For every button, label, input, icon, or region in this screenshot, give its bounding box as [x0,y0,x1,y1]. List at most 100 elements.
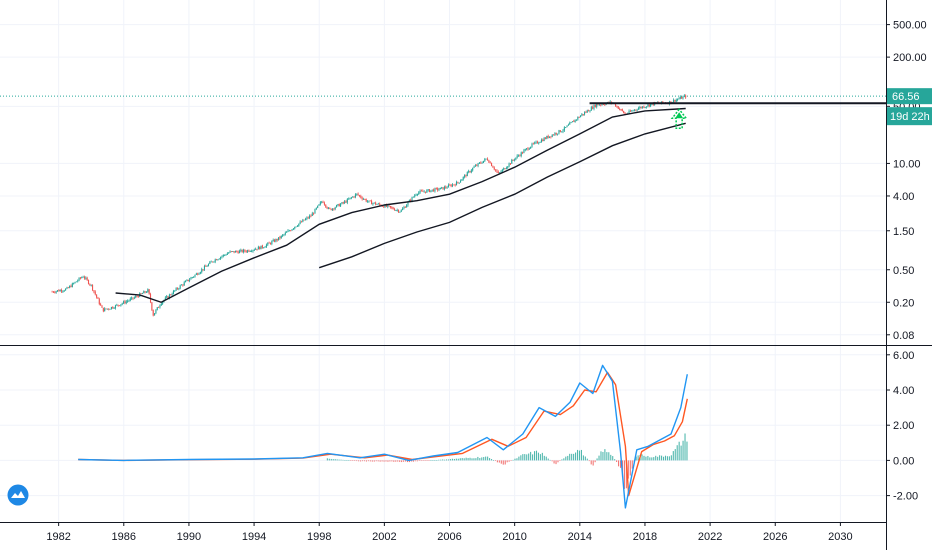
candle [112,306,114,309]
histogram-bar [455,458,457,461]
candle [292,228,294,230]
price-pane[interactable] [0,94,886,317]
candle [464,175,466,177]
histogram-bar [449,459,452,461]
candle [579,115,582,118]
candle [229,251,231,253]
candle [109,308,111,310]
histogram-bar [451,458,453,461]
candle [569,122,571,125]
candle [361,197,363,200]
histogram-bar [516,458,518,461]
histogram-bar [602,451,604,461]
macd-pane[interactable] [78,364,688,509]
histogram-bar [637,455,639,461]
candle [296,225,299,227]
candle [216,259,218,261]
histogram-bar [643,455,645,461]
candle [236,251,238,252]
candle [185,280,187,283]
histogram-bar [539,454,541,461]
candle [520,152,522,156]
histogram-bar [430,460,432,461]
candle [633,109,635,111]
candle [335,205,338,208]
histogram-bar [412,460,414,462]
histogram-bar [559,460,561,461]
histogram-bar [367,460,369,462]
candle [619,108,621,110]
candle [540,139,542,143]
candle [492,166,494,168]
histogram-bar [616,460,618,462]
candle [517,155,520,157]
candle [365,199,367,202]
histogram-bar [514,458,516,461]
candle [388,205,390,207]
candle [55,291,57,293]
histogram-bar [496,460,498,463]
candle [538,142,540,144]
candle [342,202,344,204]
candle [323,202,325,205]
candle [509,163,511,165]
candle [504,168,506,170]
histogram-bar [666,456,668,461]
candle [141,293,143,295]
histogram-bar [492,460,495,461]
histogram-bar [618,460,620,467]
candle [395,210,397,211]
candle [314,208,316,214]
candle [462,176,464,180]
candle [539,142,541,143]
histogram-bar [498,460,500,463]
candle [621,109,623,111]
candle [442,187,444,190]
candle [179,285,181,289]
candle [252,250,254,252]
candle [333,208,335,210]
candle [241,249,243,253]
candle [596,104,598,108]
histogram-bar [436,460,438,461]
candle [319,202,321,205]
candle [175,288,177,291]
histogram-bar [334,459,336,461]
histogram-bar [418,460,420,461]
candle [435,188,437,190]
grid-layer [0,0,886,522]
histogram-bar [385,460,387,462]
candle [646,106,648,108]
candle [389,206,392,208]
candle [353,196,355,198]
candle [641,106,644,108]
candle [384,204,386,208]
candle [85,277,87,279]
histogram-bar [578,450,581,461]
candle [431,189,433,191]
candle [604,104,606,106]
candle [156,307,158,310]
histogram-bar [500,460,502,464]
histogram-bar [661,455,663,461]
histogram-bar [641,454,643,461]
tradingview-logo-icon[interactable] [7,484,29,506]
arrow-up-icon[interactable] [670,108,688,130]
histogram-bar [420,460,422,462]
histogram-bar [440,459,442,461]
histogram-bar [653,457,655,461]
histogram-bar [612,456,614,461]
time-tick-label: 1998 [307,531,331,543]
histogram-bar [608,452,610,461]
candle [287,230,289,232]
candle [546,136,548,139]
candle [318,204,320,206]
candle [403,207,405,209]
candle [106,308,108,310]
candle [202,269,204,271]
candle [291,229,293,231]
histogram-bar [453,458,455,461]
candle [280,235,282,239]
candle [217,259,219,261]
last-price-badge[interactable] [887,88,932,105]
